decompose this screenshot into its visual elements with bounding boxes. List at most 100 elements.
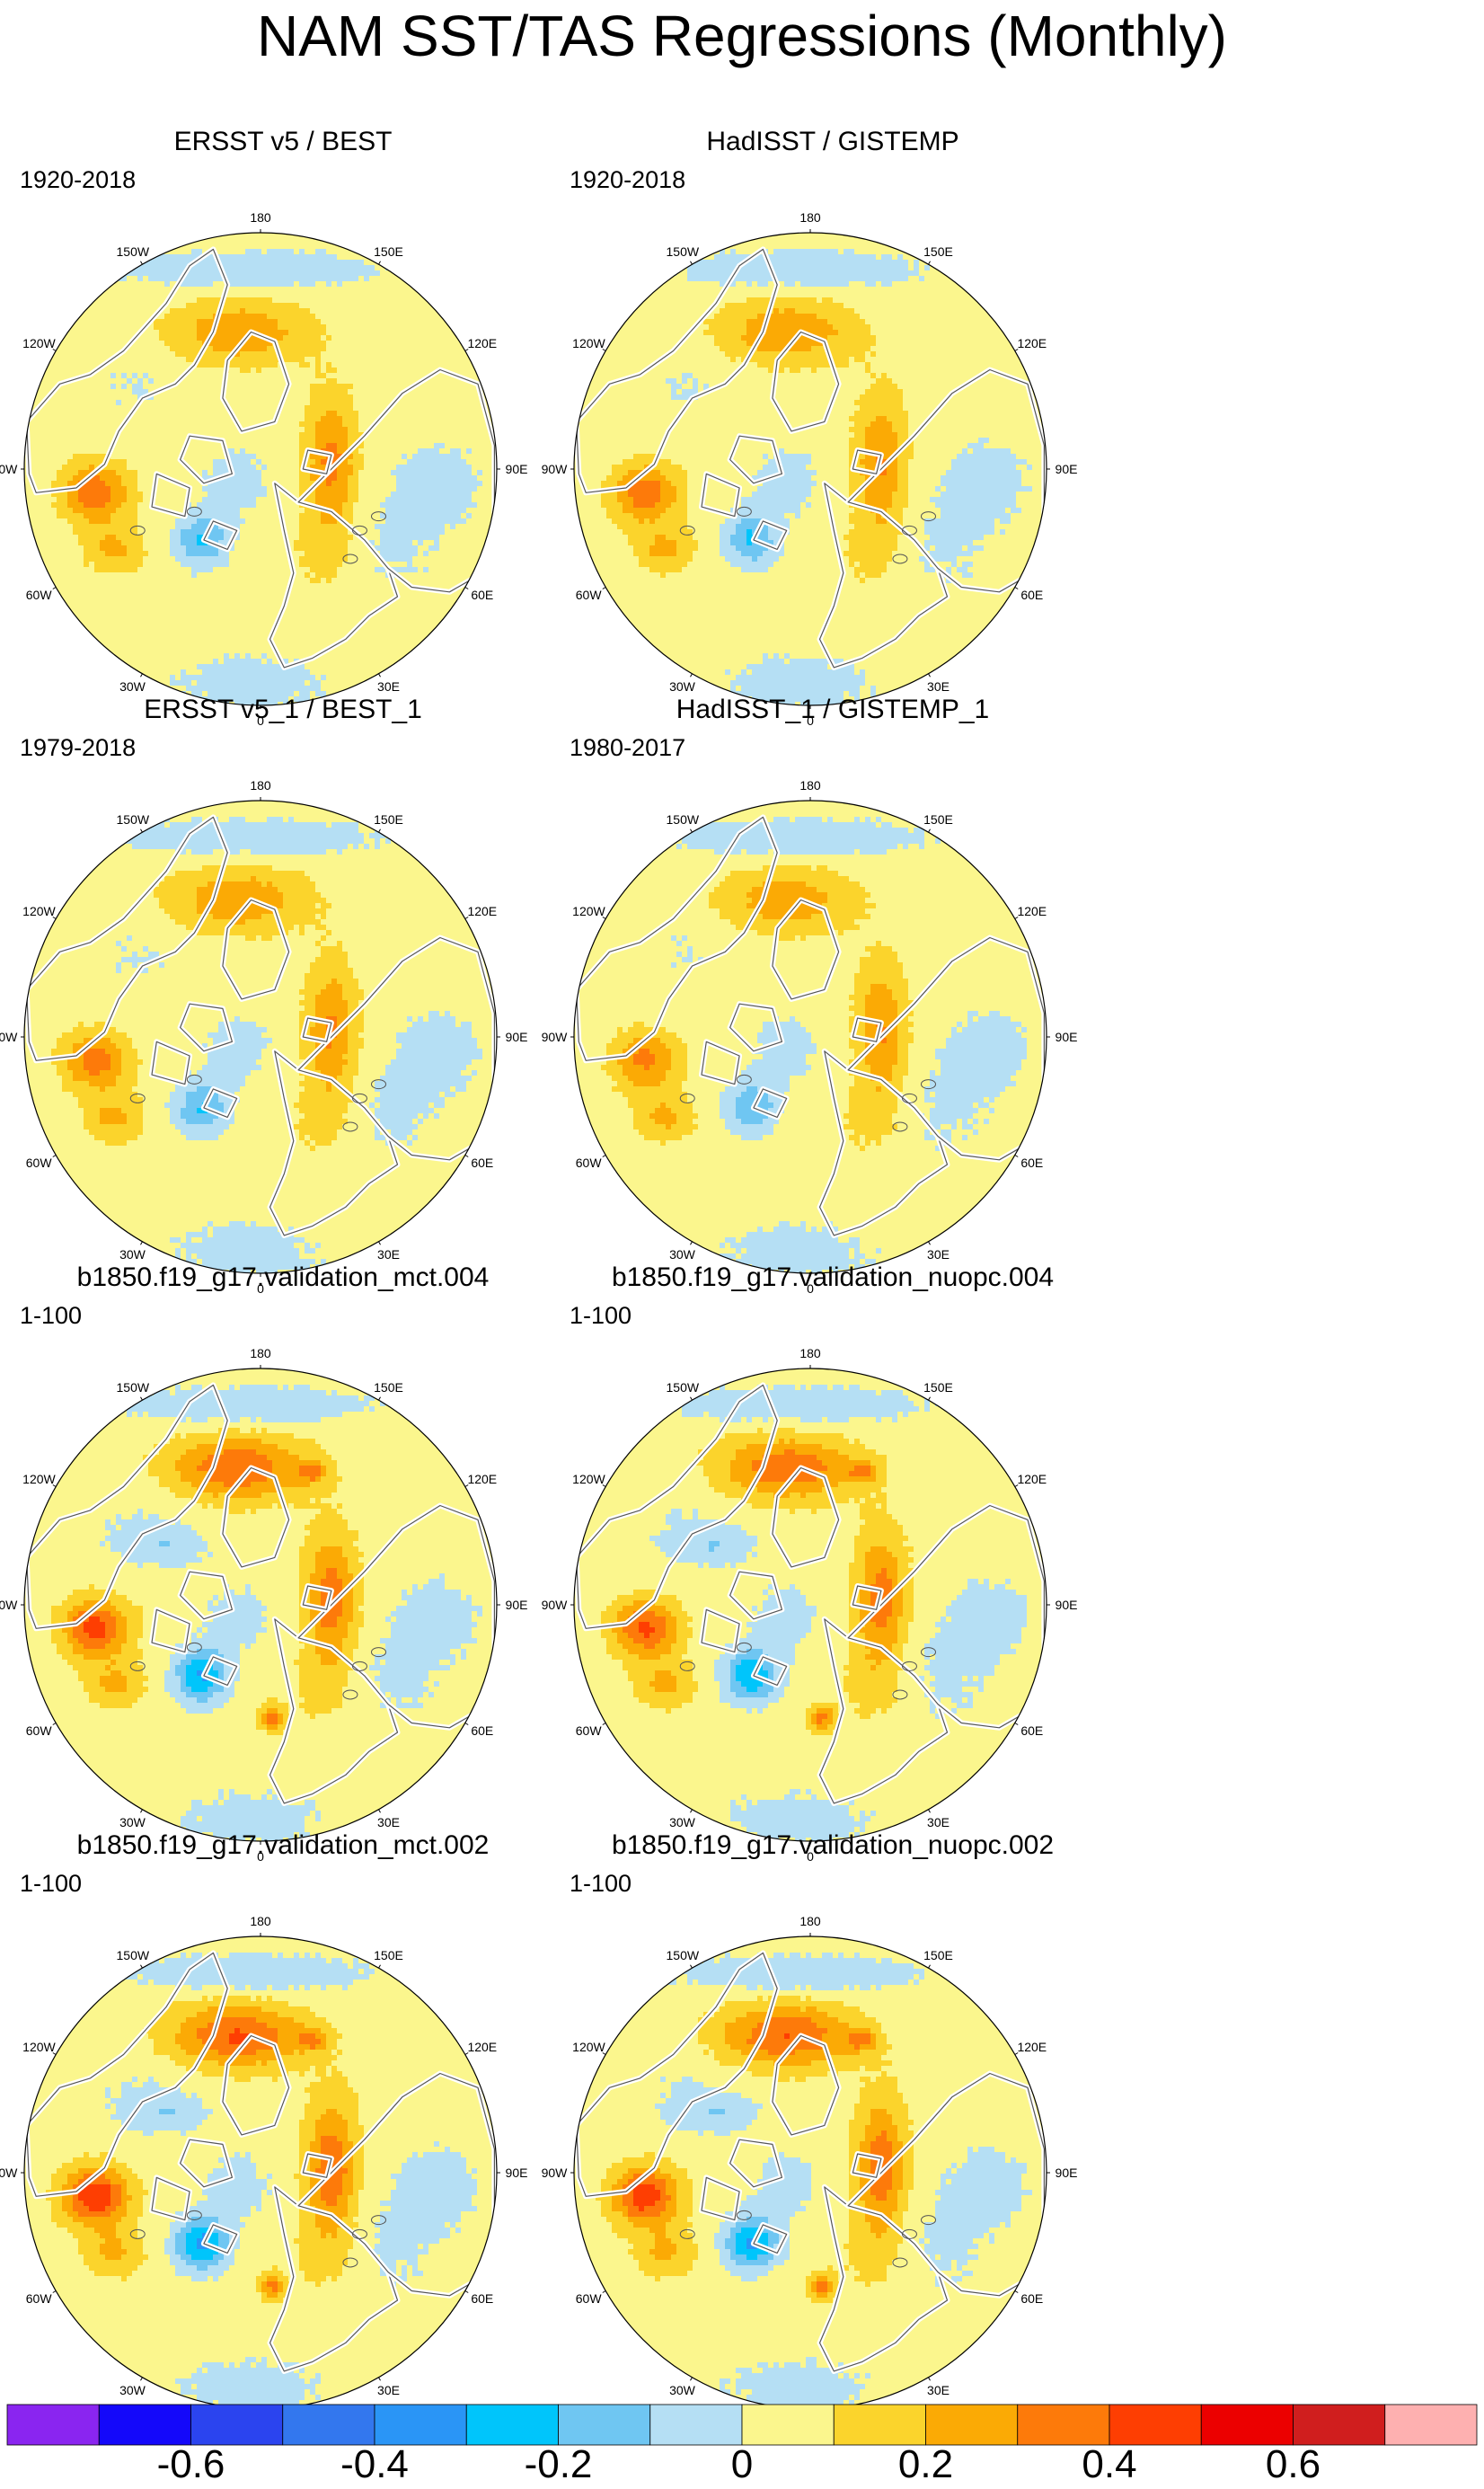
field-cell: [364, 465, 370, 471]
field-cell: [402, 443, 408, 449]
field-cell: [30, 470, 36, 476]
field-cell: [35, 486, 41, 492]
field-cell: [57, 529, 63, 536]
field-cell: [423, 475, 429, 482]
field-cell: [331, 346, 338, 352]
field-cell: [175, 535, 181, 541]
field-cell: [251, 281, 257, 288]
field-cell: [51, 481, 57, 487]
field-cell: [132, 319, 138, 325]
field-cell: [127, 497, 133, 503]
field-cell: [326, 416, 332, 422]
field-cell: [110, 416, 117, 422]
field-cell: [321, 249, 327, 255]
field-cell: [202, 416, 208, 422]
field-cell: [380, 459, 386, 465]
field-cell: [261, 233, 268, 239]
field-cell: [418, 518, 424, 525]
field-cell: [288, 502, 295, 509]
field-cell: [234, 443, 241, 449]
field-cell: [450, 438, 456, 444]
field-cell: [78, 314, 84, 320]
field-cell: [132, 486, 138, 492]
field-cell: [67, 362, 74, 368]
field-cell: [84, 308, 90, 314]
field-cell: [310, 454, 316, 460]
field-cell: [261, 287, 268, 293]
field-cell: [218, 540, 225, 546]
field-cell: [89, 324, 95, 331]
field-cell: [337, 454, 343, 460]
field-cell: [348, 508, 354, 514]
field-cell: [116, 373, 122, 379]
field-cell: [84, 438, 90, 444]
field-cell: [375, 287, 381, 293]
field-cell: [428, 421, 435, 428]
field-cell: [105, 465, 111, 471]
field-cell: [423, 411, 429, 417]
field-cell: [267, 502, 273, 509]
field-cell: [208, 351, 214, 358]
field-cell: [385, 470, 392, 476]
field-cell: [164, 389, 171, 395]
field-cell: [396, 459, 402, 465]
field-cell: [164, 459, 171, 465]
field-cell: [375, 308, 381, 314]
field-cell: [229, 513, 235, 519]
field-cell: [407, 297, 413, 304]
field-cell: [364, 314, 370, 320]
field-cell: [407, 465, 413, 471]
field-cell: [191, 346, 198, 352]
field-cell: [148, 308, 155, 314]
field-cell: [267, 254, 273, 261]
field-cell: [348, 416, 354, 422]
field-cell: [213, 416, 219, 422]
field-cell: [132, 508, 138, 514]
field-cell: [256, 529, 262, 536]
field-cell: [412, 335, 419, 341]
field-cell: [121, 465, 128, 471]
field-cell: [94, 578, 101, 584]
field-cell: [283, 459, 289, 465]
field-cell: [305, 540, 311, 546]
field-cell: [261, 540, 268, 546]
field-cell: [423, 481, 429, 487]
field-cell: [353, 405, 359, 412]
field-cell: [358, 481, 365, 487]
field-cell: [57, 551, 63, 557]
field-cell: [159, 578, 165, 584]
field-cell: [67, 341, 74, 347]
field-cell: [418, 384, 424, 390]
field-cell: [159, 513, 165, 519]
field-cell: [321, 330, 327, 336]
field-cell: [315, 400, 322, 406]
field-cell: [450, 335, 456, 341]
field-cell: [267, 314, 273, 320]
field-cell: [148, 265, 155, 271]
field-cell: [488, 508, 494, 514]
field-cell: [132, 384, 138, 390]
field-cell: [402, 545, 408, 552]
field-cell: [143, 572, 149, 579]
field-cell: [455, 481, 462, 487]
field-cell: [348, 443, 354, 449]
field-cell: [197, 378, 203, 385]
field-cell: [482, 421, 489, 428]
field-cell: [213, 443, 219, 449]
field-cell: [380, 540, 386, 546]
field-cell: [67, 432, 74, 438]
field-cell: [396, 518, 402, 525]
field-cell: [461, 443, 467, 449]
field-cell: [396, 502, 402, 509]
field-cell: [67, 502, 74, 509]
field-cell: [137, 545, 144, 552]
field-cell: [445, 465, 451, 471]
field-cell: [245, 486, 252, 492]
field-cell: [62, 362, 68, 368]
field-cell: [364, 384, 370, 390]
field-cell: [224, 432, 230, 438]
field-cell: [229, 297, 235, 304]
field-cell: [127, 492, 133, 498]
field-cell: [116, 416, 122, 422]
field-cell: [439, 421, 446, 428]
